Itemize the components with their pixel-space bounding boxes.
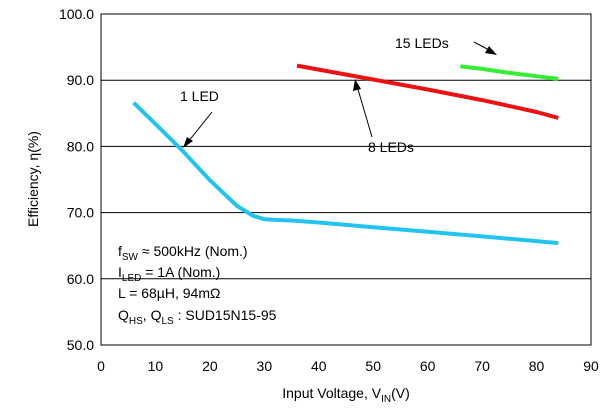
series-line-15-leds	[460, 64, 559, 81]
x-axis-title: Input Voltage, VIN(V)	[282, 385, 410, 405]
y-tick-label: 50.0	[67, 337, 94, 353]
y-tick-label: 60.0	[67, 271, 94, 287]
annotation-15-leds: 15 LEDs	[395, 35, 449, 51]
series-line-8-leds	[296, 63, 559, 120]
x-tick-label: 60	[420, 358, 436, 374]
y-tick-label: 70.0	[67, 205, 94, 221]
x-tick-labels: 0 10 20 30 40 50 60 70 80 90	[97, 358, 599, 374]
x-tick-label: 10	[148, 358, 164, 374]
condition-inductor: L = 68µH, 94mΩ	[118, 285, 220, 301]
y-tick-label: 80.0	[67, 138, 94, 154]
annotation-8-leds: 8 LEDs	[368, 139, 414, 155]
condition-fsw: fSW ≈ 500kHz (Nom.)	[118, 243, 248, 263]
annotation-15-leds-arrowhead	[485, 46, 497, 55]
operating-conditions: fSW ≈ 500kHz (Nom.) ILED = 1A (Nom.) L =…	[118, 243, 277, 327]
x-tick-label: 80	[529, 358, 545, 374]
y-axis-title: Efficiency, η(%)	[25, 131, 41, 227]
x-tick-label: 40	[311, 358, 327, 374]
annotation-1-led: 1 LED	[180, 88, 219, 104]
y-tick-label: 100.0	[59, 6, 94, 22]
grid-lines	[101, 79, 591, 280]
annotation-8-leds-arrow-line	[356, 85, 373, 138]
x-tick-label: 90	[583, 358, 599, 374]
x-tick-label: 0	[97, 358, 105, 374]
annotation-8-leds-arrowhead	[353, 79, 361, 91]
x-tick-label: 70	[474, 358, 490, 374]
y-tick-label: 90.0	[67, 72, 94, 88]
annotation-1-led-arrowhead	[183, 137, 193, 148]
condition-iled: ILED = 1A (Nom.)	[118, 264, 220, 284]
condition-mosfets: QHS, QLS : SUD15N15-95	[118, 307, 277, 327]
series-lines	[132, 63, 559, 246]
x-tick-label: 50	[365, 358, 381, 374]
y-tick-labels: 50.0 60.0 70.0 80.0 90.0 100.0	[59, 6, 94, 353]
plot-frame	[100, 13, 592, 346]
series-line-1-led	[132, 101, 559, 246]
x-tick-label: 20	[202, 358, 218, 374]
x-tick-label: 30	[257, 358, 273, 374]
annotation-1-led-arrow-line	[187, 111, 213, 143]
